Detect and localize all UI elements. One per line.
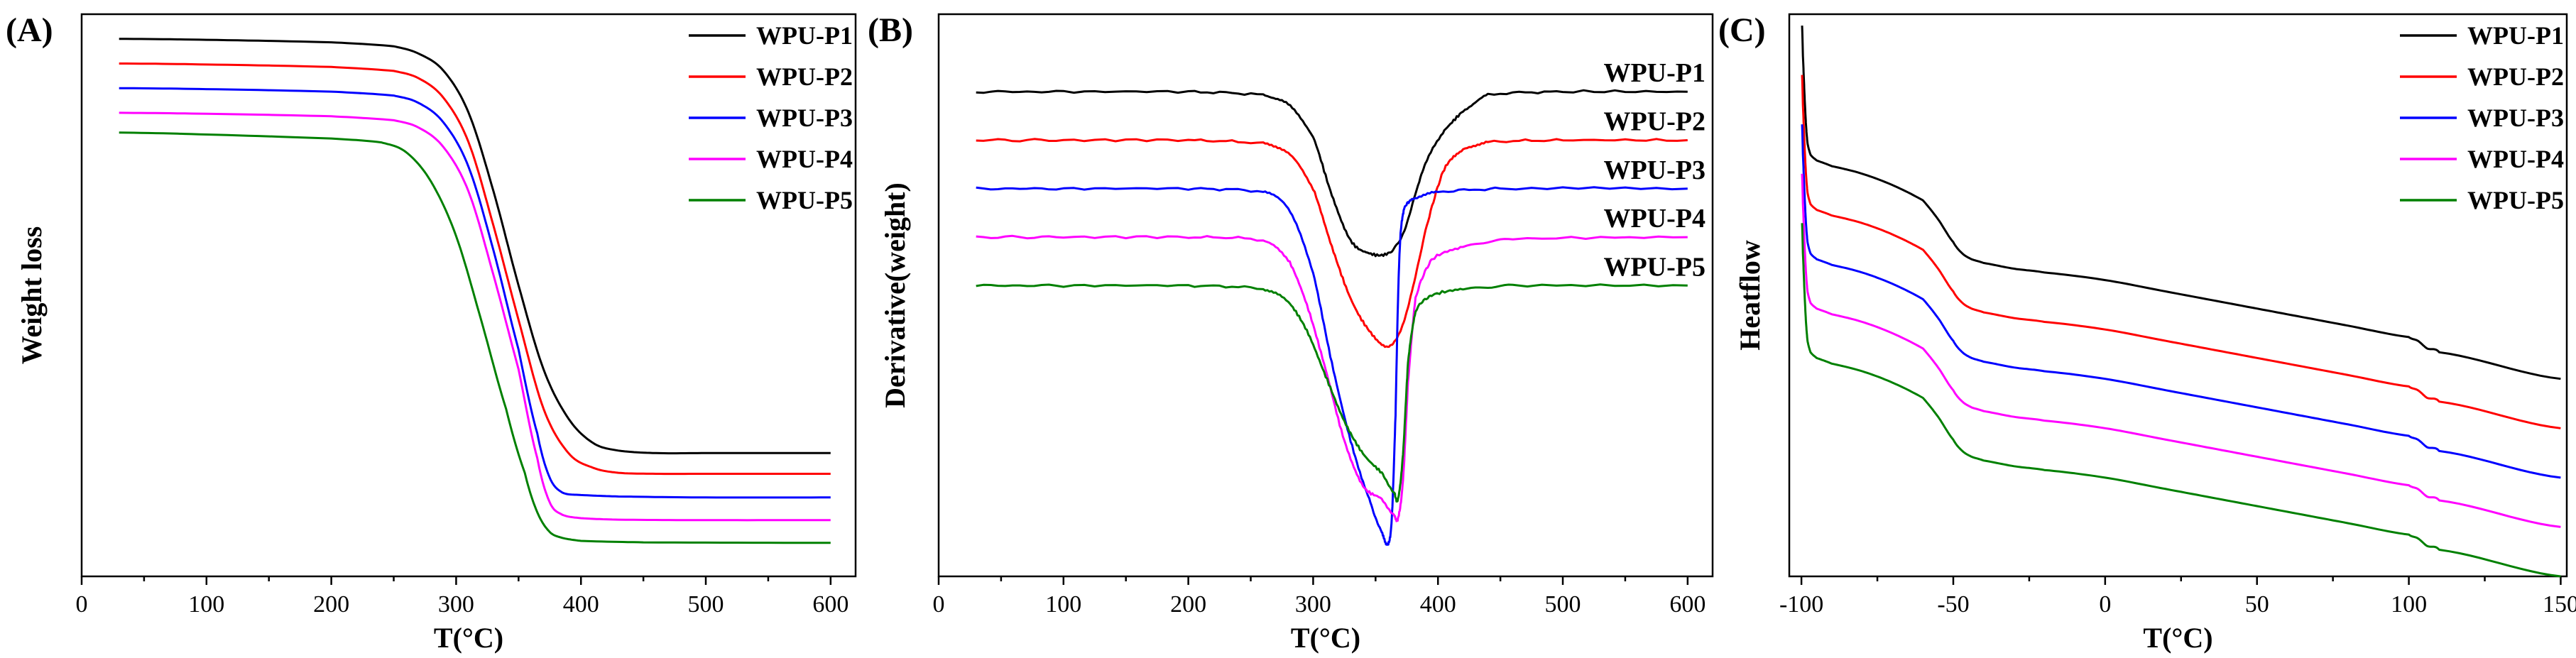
x-tick-label: 300: [438, 591, 474, 618]
x-tick-label: 400: [1420, 591, 1456, 618]
series-line-wpu-p1: [1801, 26, 2561, 380]
chart-panel-1: (B) 0 100 200 300 400 500 600 T(°C) Derivative(we…: [868, 11, 1714, 654]
panel-label: (C): [1718, 11, 1766, 49]
x-tick-label: 0: [2099, 591, 2111, 618]
panel-label: (A): [6, 11, 53, 49]
y-axis-title: Derivative(weight): [879, 182, 911, 408]
series-line-wpu-p5: [119, 131, 831, 544]
x-axis-title: T(°C): [2143, 622, 2212, 654]
series-line-wpu-p3: [119, 87, 831, 499]
series-line-wpu-p5: [1801, 223, 2561, 578]
legend-label: WPU-P4: [2467, 145, 2564, 173]
x-axis-title: T(°C): [434, 622, 503, 654]
x-tick-label: 100: [1045, 591, 1081, 618]
curve-label: WPU-P4: [1603, 204, 1705, 234]
curve-label: WPU-P1: [1603, 58, 1705, 88]
legend-label: WPU-P1: [2467, 21, 2564, 50]
legend-label: WPU-P5: [2467, 186, 2564, 214]
curve-label: WPU-P2: [1603, 107, 1705, 137]
curve-label: WPU-P3: [1603, 155, 1705, 185]
x-tick-label: 0: [76, 591, 88, 618]
x-tick-label: 100: [188, 591, 224, 618]
x-tick-label: -100: [1779, 591, 1823, 618]
y-axis-title: Heatflow: [1734, 240, 1766, 351]
legend-label: WPU-P5: [756, 186, 853, 214]
series-line-wpu-p4: [1801, 173, 2561, 528]
x-tick-label: 600: [1669, 591, 1705, 618]
x-tick-label: 200: [313, 591, 349, 618]
x-tick-label: 100: [2391, 591, 2427, 618]
x-tick-label: 500: [688, 591, 724, 618]
series-line-wpu-p4: [119, 111, 831, 522]
legend-label: WPU-P2: [756, 62, 853, 91]
x-tick-label: 0: [933, 591, 945, 618]
legend-label: WPU-P4: [756, 145, 853, 173]
x-tick-label: 400: [563, 591, 599, 618]
y-axis-title: Weight loss: [16, 226, 48, 364]
plot-frame: [937, 13, 1714, 578]
legend-label: WPU-P1: [756, 21, 853, 50]
legend-label: WPU-P3: [2467, 104, 2564, 132]
legend-label: WPU-P2: [2467, 62, 2564, 91]
series-line-wpu-p3: [976, 186, 1688, 546]
series-line-wpu-p2: [119, 62, 831, 476]
curve-label: WPU-P5: [1603, 252, 1705, 282]
x-tick-label: 600: [812, 591, 848, 618]
series-line-wpu-p4: [976, 234, 1688, 522]
series-line-wpu-p1: [119, 38, 831, 455]
x-tick-label: 200: [1170, 591, 1206, 618]
x-tick-label: 300: [1295, 591, 1331, 618]
x-tick-label: 150: [2543, 591, 2576, 618]
panel-label: (B): [868, 11, 913, 49]
plot-frame: [80, 13, 857, 578]
x-tick-label: 50: [2245, 591, 2269, 618]
chart-panel-0: (A) 0 100 200 300 400 500 600 T(°C) Weight loss WP…: [6, 11, 857, 654]
legend-label: WPU-P3: [756, 104, 853, 132]
x-tick-label: 500: [1545, 591, 1581, 618]
series-line-wpu-p1: [976, 89, 1688, 258]
series-line-wpu-p5: [976, 283, 1688, 503]
series-line-wpu-p2: [1801, 75, 2561, 429]
series-line-wpu-p3: [1801, 124, 2561, 479]
x-axis-title: T(°C): [1291, 622, 1360, 654]
series-line-wpu-p2: [976, 138, 1688, 349]
x-tick-label: -50: [1937, 591, 1969, 618]
chart-panel-2: (C) -100 -50 0 50 100 150 T(°C) Heatflow WPU-P1 WP…: [1718, 11, 2576, 654]
plot-frame: [1788, 13, 2568, 578]
